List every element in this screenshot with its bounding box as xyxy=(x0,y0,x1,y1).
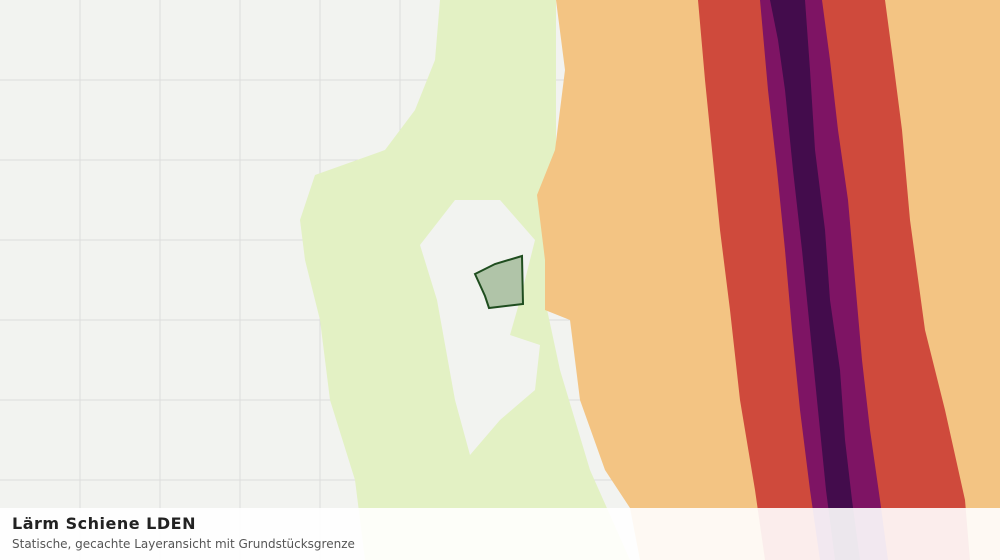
layer-subtitle: Statische, gecachte Layeransicht mit Gru… xyxy=(12,537,355,551)
legend-panel: Lärm Schiene LDEN Statische, gecachte La… xyxy=(0,508,1000,560)
parcel-boundary[interactable] xyxy=(473,254,525,310)
noise-zone-extreme xyxy=(770,0,860,560)
layer-title: Lärm Schiene LDEN xyxy=(12,514,196,533)
